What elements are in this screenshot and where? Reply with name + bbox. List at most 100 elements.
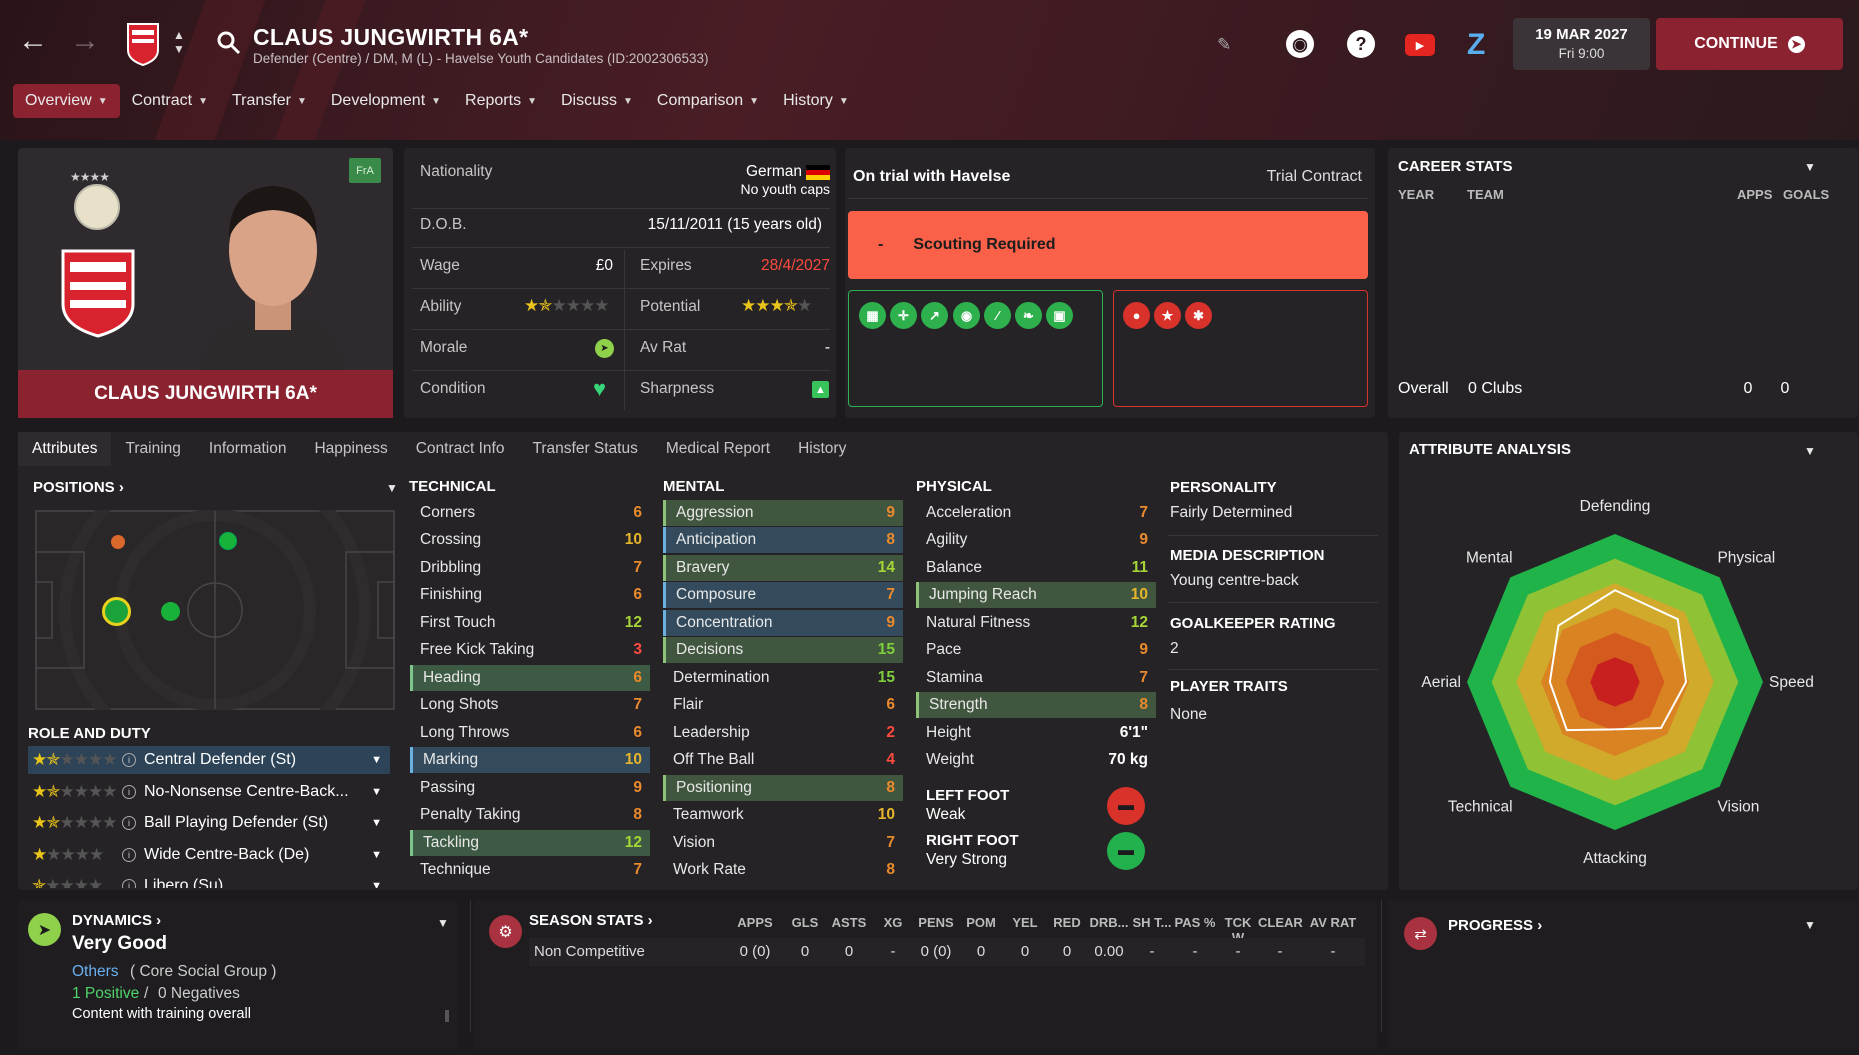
- season-col[interactable]: GLS: [791, 915, 819, 930]
- youtube-icon[interactable]: ▶: [1405, 34, 1435, 56]
- info-icon[interactable]: i: [122, 816, 136, 830]
- attr-balance[interactable]: Balance 11: [926, 559, 1148, 576]
- subtab-happiness[interactable]: Happiness: [314, 440, 388, 457]
- position-dot-ml[interactable]: [219, 532, 237, 550]
- scrollbar[interactable]: [445, 1010, 449, 1022]
- attr-off-the-ball[interactable]: Off The Ball 4: [673, 751, 895, 768]
- info-icon[interactable]: i: [122, 785, 136, 799]
- scouting-required-banner[interactable]: - Scouting Required: [848, 211, 1368, 279]
- role-row[interactable]: ✯★★★★ i Libero (Su) ▼: [28, 872, 390, 888]
- chevron-down-icon[interactable]: ▼: [1804, 160, 1816, 174]
- attr-strength[interactable]: Strength 8: [916, 692, 1156, 718]
- progress-title[interactable]: PROGRESS ›: [1448, 917, 1543, 934]
- trait-icon-1[interactable]: ▦: [859, 302, 886, 329]
- attr-agility[interactable]: Agility 9: [926, 531, 1148, 548]
- season-col[interactable]: RED: [1053, 915, 1081, 930]
- info-icon[interactable]: i: [122, 879, 136, 888]
- attr-long-shots[interactable]: Long Shots 7: [420, 696, 642, 713]
- info-icon[interactable]: i: [122, 753, 136, 767]
- position-dot-alt[interactable]: [161, 602, 180, 621]
- attr-marking[interactable]: Marking 10: [410, 747, 650, 773]
- weak-icon-2[interactable]: ★: [1154, 302, 1181, 329]
- attr-passing[interactable]: Passing 9: [420, 779, 642, 796]
- chevron-down-icon[interactable]: ▼: [1804, 444, 1816, 458]
- positions-title[interactable]: POSITIONS ›: [33, 479, 124, 496]
- weak-icon-1[interactable]: ●: [1123, 302, 1150, 329]
- attr-technique[interactable]: Technique 7: [420, 861, 642, 878]
- position-dot-dm[interactable]: [111, 535, 125, 549]
- weak-icon-3[interactable]: ✱: [1185, 302, 1212, 329]
- table-row[interactable]: [529, 938, 1365, 966]
- tab-history[interactable]: History ▼: [783, 92, 849, 109]
- season-col[interactable]: APPS: [737, 915, 773, 930]
- season-stats-title[interactable]: SEASON STATS ›: [529, 912, 653, 929]
- nationality-value[interactable]: German: [746, 163, 802, 180]
- chevron-down-icon[interactable]: ▼: [437, 916, 449, 930]
- dynamics-title[interactable]: DYNAMICS ›: [72, 912, 162, 929]
- attr-vision[interactable]: Vision 7: [673, 834, 895, 851]
- tab-contract[interactable]: Contract ▼: [131, 92, 208, 109]
- season-col[interactable]: PAS %: [1174, 915, 1216, 930]
- sharpness-icon[interactable]: ▲: [812, 381, 829, 398]
- tab-development[interactable]: Development ▼: [330, 92, 442, 109]
- club-switch-icon[interactable]: ▲ ▼: [173, 28, 185, 56]
- attr-anticipation[interactable]: Anticipation 8: [663, 527, 903, 553]
- career-col-team[interactable]: TEAM: [1467, 187, 1504, 202]
- role-row[interactable]: ★✯★★★★ i Central Defender (St) ▼: [28, 746, 390, 774]
- role-row[interactable]: ★✯★★★★ i Ball Playing Defender (St) ▼: [32, 813, 382, 832]
- help-icon[interactable]: ?: [1347, 30, 1375, 58]
- fra-badge[interactable]: FrA: [349, 158, 381, 183]
- back-button[interactable]: ←: [18, 24, 48, 57]
- trait-icon-2[interactable]: ✛: [890, 302, 917, 329]
- career-col-goals[interactable]: GOALS: [1783, 187, 1830, 202]
- attr-bravery[interactable]: Bravery 14: [663, 555, 903, 581]
- morale-icon[interactable]: ➤: [595, 339, 614, 358]
- search-icon[interactable]: [216, 30, 242, 56]
- subtab-information[interactable]: Information: [208, 440, 287, 457]
- attr-stamina[interactable]: Stamina 7: [926, 669, 1148, 686]
- subtab-history[interactable]: History: [798, 440, 847, 457]
- tab-reports[interactable]: Reports ▼: [465, 92, 537, 109]
- subtab-transfer-status[interactable]: Transfer Status: [532, 440, 638, 457]
- attr-free-kick[interactable]: Free Kick Taking 3: [420, 641, 642, 658]
- tab-overview[interactable]: Overview ▼: [13, 84, 120, 118]
- subtab-attributes[interactable]: Attributes: [18, 432, 112, 466]
- attr-work-rate[interactable]: Work Rate 8: [673, 861, 895, 878]
- edit-pencil-icon[interactable]: ✎: [1217, 35, 1232, 54]
- attr-leadership[interactable]: Leadership 2: [673, 724, 895, 741]
- dynamics-group[interactable]: Others: [72, 963, 119, 980]
- tab-discuss[interactable]: Discuss ▼: [560, 92, 633, 109]
- season-col[interactable]: POM: [966, 915, 996, 930]
- attr-determination[interactable]: Determination 15: [673, 669, 895, 686]
- trait-icon-5[interactable]: ∕: [984, 302, 1011, 329]
- attr-long-throws[interactable]: Long Throws 6: [420, 724, 642, 741]
- forward-button[interactable]: →: [70, 24, 100, 57]
- attr-jumping-reach[interactable]: Jumping Reach 10: [916, 582, 1156, 608]
- attr-corners[interactable]: Corners 6: [420, 504, 642, 521]
- dynamics-negatives[interactable]: 0 Negatives: [158, 985, 240, 1002]
- season-col[interactable]: XG: [883, 915, 903, 930]
- role-row[interactable]: ★★★★★ i Wide Centre-Back (De) ▼: [32, 845, 382, 864]
- attr-penalty-taking[interactable]: Penalty Taking 8: [420, 806, 642, 823]
- attr-heading[interactable]: Heading 6: [410, 665, 650, 691]
- tab-transfer[interactable]: Transfer ▼: [231, 92, 307, 109]
- subtab-training[interactable]: Training: [125, 440, 181, 457]
- career-col-apps[interactable]: APPS: [1737, 187, 1773, 202]
- attr-aggression[interactable]: Aggression 9: [663, 500, 903, 526]
- subtab-medical-report[interactable]: Medical Report: [665, 440, 771, 457]
- attr-natural-fitness[interactable]: Natural Fitness 12: [926, 614, 1148, 631]
- info-icon[interactable]: i: [122, 848, 136, 862]
- career-col-year[interactable]: YEAR: [1398, 187, 1435, 202]
- season-col[interactable]: ASTS: [831, 915, 867, 930]
- subtab-contract-info[interactable]: Contract Info: [415, 440, 505, 457]
- season-col[interactable]: AV RAT: [1309, 915, 1357, 930]
- chevron-down-icon[interactable]: ▼: [1804, 918, 1816, 932]
- attr-composure[interactable]: Composure 7: [663, 582, 903, 608]
- dynamics-positives[interactable]: 1 Positive: [72, 985, 140, 1002]
- trait-icon-3[interactable]: ↗: [921, 302, 948, 329]
- chevron-down-icon[interactable]: ▼: [386, 481, 398, 495]
- attr-concentration[interactable]: Concentration 9: [663, 610, 903, 636]
- attr-finishing[interactable]: Finishing 6: [420, 586, 642, 603]
- tab-comparison[interactable]: Comparison ▼: [656, 92, 760, 109]
- trait-icon-7[interactable]: ▣: [1046, 302, 1073, 329]
